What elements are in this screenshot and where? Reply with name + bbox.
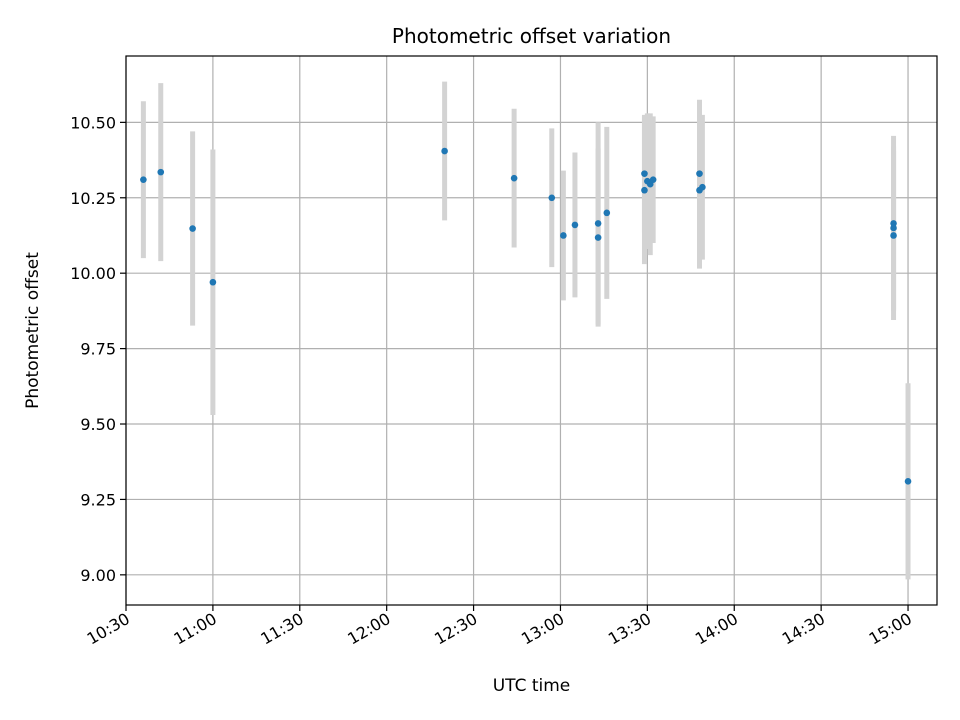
x-tick-label: 10:30 — [84, 609, 133, 649]
x-tick-label: 15:00 — [866, 609, 915, 649]
data-point — [209, 278, 217, 286]
data-point — [571, 221, 579, 229]
data-point — [594, 234, 602, 241]
chart-title: Photometric offset variation — [392, 24, 671, 48]
data-point — [189, 225, 196, 232]
data-point — [641, 170, 648, 177]
data-point — [157, 168, 165, 176]
data-point — [890, 232, 897, 239]
x-tick-label: 14:00 — [692, 609, 741, 649]
x-tick-label: 12:00 — [344, 609, 393, 649]
x-tick-label: 14:30 — [779, 609, 828, 649]
y-tick-label: 9.00 — [80, 566, 116, 585]
data-point — [890, 224, 897, 232]
y-tick-label: 9.50 — [80, 415, 116, 434]
data-point — [594, 220, 602, 227]
data-point — [603, 209, 611, 217]
data-point — [548, 194, 556, 202]
x-tick-label: 11:00 — [170, 609, 219, 649]
y-tick-label: 10.00 — [70, 264, 116, 283]
y-tick-label: 9.75 — [80, 340, 116, 359]
data-point — [560, 232, 567, 239]
data-points — [140, 147, 912, 485]
x-tick-label: 12:30 — [431, 609, 480, 649]
error-bars — [140, 81, 911, 580]
grid — [125, 56, 937, 605]
data-point — [441, 147, 448, 155]
plot-area-frame — [125, 55, 938, 606]
x-axis-ticks: 10:30 11:00 11:30 12:00 12:30 13:00 13:30 14:00… — [84, 605, 915, 649]
data-point — [140, 176, 147, 183]
data-point — [904, 478, 912, 485]
x-tick-label: 11:30 — [257, 609, 306, 649]
data-point — [890, 220, 897, 227]
data-point — [641, 186, 648, 194]
y-tick-label: 10.50 — [70, 113, 116, 132]
y-tick-label: 9.25 — [80, 490, 116, 509]
y-axis-ticks: 9.00 9.25 9.50 9.75 10.00 10.25 10.50 — [70, 113, 126, 585]
data-point — [699, 183, 706, 191]
x-axis-label: UTC time — [493, 676, 571, 696]
data-point — [510, 174, 518, 182]
x-tick-label: 13:00 — [518, 609, 567, 649]
data-point — [649, 176, 657, 183]
y-tick-label: 10.25 — [70, 189, 116, 208]
y-axis-label: Photometric offset — [23, 252, 43, 409]
x-tick-label: 13:30 — [605, 609, 654, 649]
data-point — [696, 170, 703, 177]
